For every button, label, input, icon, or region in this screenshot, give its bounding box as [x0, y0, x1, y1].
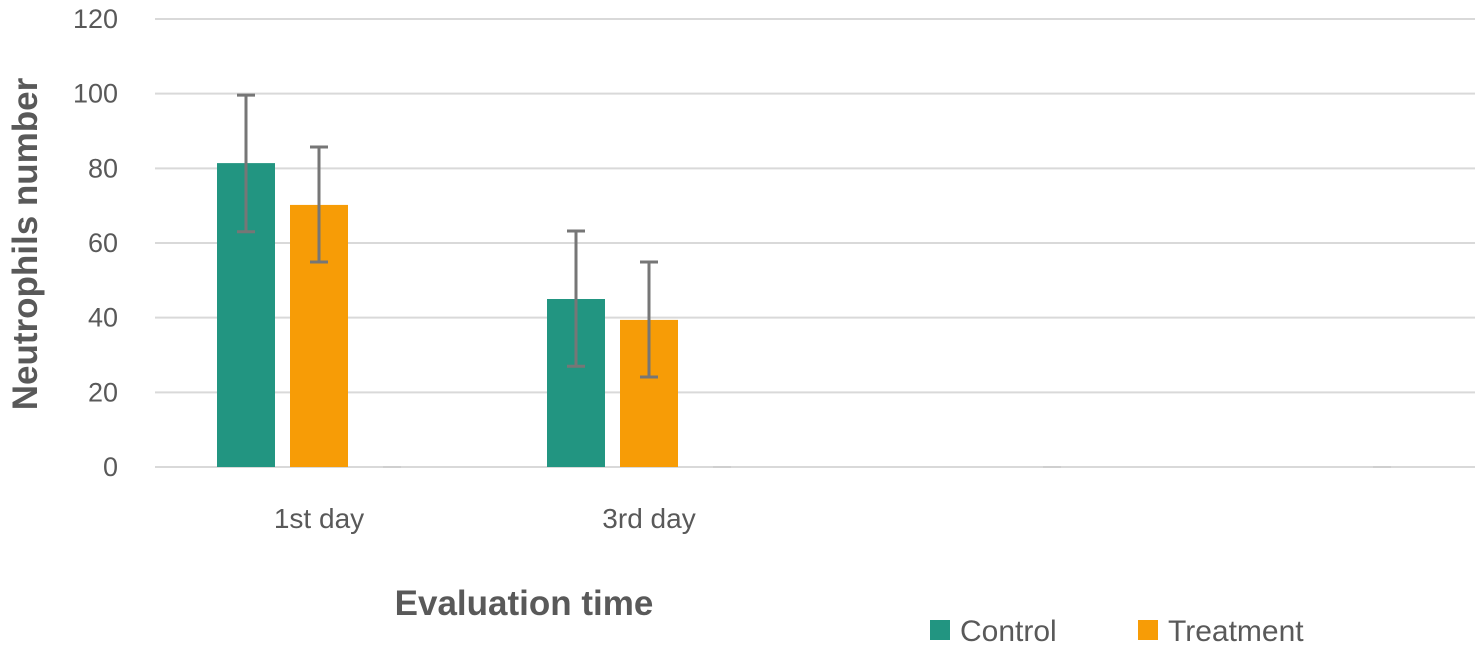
y-tick-label: 0 — [103, 452, 118, 482]
bars — [217, 163, 1391, 468]
legend: Control Treatment — [930, 615, 1304, 648]
legend-swatch-control — [930, 620, 950, 640]
y-tick-label: 60 — [88, 228, 118, 258]
x-tick-labels: 1st day 3rd day — [274, 503, 696, 534]
legend-swatch-treatment — [1138, 620, 1158, 640]
error-bars — [237, 93, 658, 379]
legend-label-control: Control — [960, 615, 1057, 648]
y-tick-label: 120 — [73, 4, 118, 34]
y-tick-label: 80 — [88, 153, 118, 183]
y-tick-label: 20 — [88, 377, 118, 407]
y-tick-label: 40 — [88, 303, 118, 333]
y-axis-title: Neutrophils number — [6, 77, 45, 410]
x-tick-label: 1st day — [274, 503, 364, 534]
y-tick-label: 100 — [73, 79, 118, 109]
legend-label-treatment: Treatment — [1168, 615, 1304, 648]
gridlines — [155, 18, 1475, 468]
x-axis-title: Evaluation time — [395, 584, 654, 623]
x-tick-label: 3rd day — [602, 503, 695, 534]
y-tick-labels: 0 20 40 60 80 100 120 — [73, 4, 118, 482]
